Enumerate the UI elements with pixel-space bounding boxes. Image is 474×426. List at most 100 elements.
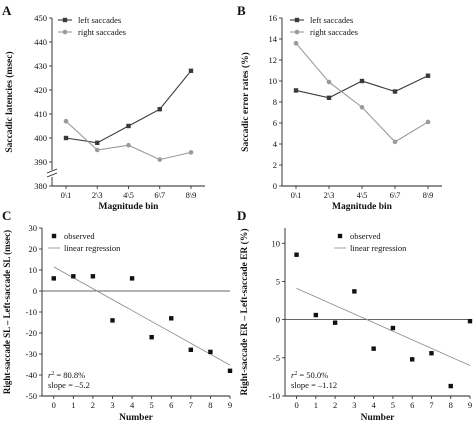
data-point <box>126 123 131 129</box>
panel-c: C Right-saccade SL – Left-saccade SL (ms… <box>2 208 233 423</box>
x-tick-label: 6\7 <box>390 190 401 200</box>
y-tick-label: 440 <box>34 37 47 47</box>
data-point <box>313 312 319 318</box>
x-tick-label: 5 <box>391 400 395 410</box>
x-tick-label: 1 <box>71 400 75 410</box>
y-axis-label: Saccadic latencies (msec) <box>4 51 15 152</box>
panel-letter: C <box>2 208 11 223</box>
y-tick-label: 390 <box>34 157 47 167</box>
x-tick-label: 1 <box>314 400 318 410</box>
data-point <box>149 335 154 340</box>
legend-marker <box>337 233 343 239</box>
panel-b: B Saccadic error rates (%) Magnitude bin… <box>237 3 442 212</box>
x-tick-label: 7 <box>429 400 433 410</box>
x-tick-label: 3 <box>352 400 356 410</box>
data-point <box>326 79 332 85</box>
panel-letter: D <box>237 208 246 223</box>
legend: left saccades right saccades <box>58 15 126 37</box>
regression-annotation: r2 = 50.0% slope = –1.12 <box>291 370 337 390</box>
data-point <box>110 318 115 323</box>
x-tick-label: 2\3 <box>324 190 335 200</box>
data-point <box>51 276 56 281</box>
x-tick-label: 8\9 <box>186 190 197 200</box>
r-squared-value: = 50.0% <box>299 370 328 380</box>
x-tick-label: 6\7 <box>154 190 165 200</box>
y-tick-label: 14 <box>269 34 278 44</box>
r-squared-text: r2 = 80.8% <box>48 370 85 380</box>
data-point <box>429 351 434 356</box>
y-tick-label: 5 <box>276 276 280 286</box>
r-squared-exponent: 2 <box>51 371 54 377</box>
x-tick-label: 0 <box>52 400 56 410</box>
r-symbol: r <box>291 370 295 380</box>
data-point <box>326 95 332 100</box>
y-tick-label: -50 <box>26 391 37 401</box>
legend-label-left-saccades: left saccades <box>310 15 353 25</box>
y-tick-label: 10 <box>269 76 278 86</box>
data-point <box>63 135 69 141</box>
axis-break-mark <box>46 172 58 178</box>
data-point <box>95 140 100 145</box>
series-line-right <box>295 42 429 143</box>
x-tick-label: 8 <box>449 400 453 410</box>
data-point <box>425 119 431 125</box>
y-tick-label: 450 <box>34 13 47 23</box>
x-tick-label: 4 <box>372 400 377 410</box>
r-squared-text: r2 = 50.0% <box>291 370 328 380</box>
data-point <box>392 89 398 94</box>
panel-a: A Saccadic latencies (msec) Magnitude bi… <box>2 3 205 212</box>
x-tick-label: 0 <box>294 400 298 410</box>
data-point <box>390 325 396 331</box>
y-axis-label: Right-saccade SL – Left-saccade SL (msec… <box>2 230 12 394</box>
panel-letter: A <box>2 3 12 18</box>
data-point <box>294 252 299 257</box>
data-point <box>94 147 100 153</box>
y-tick-label: 12 <box>269 55 278 65</box>
x-tick-label: 6 <box>410 400 414 410</box>
regression-line <box>53 266 231 366</box>
legend-marker <box>62 17 68 23</box>
data-point <box>129 276 135 281</box>
data-point <box>293 88 299 93</box>
data-point <box>169 316 174 321</box>
slope-text: slope = –1.12 <box>291 380 337 390</box>
y-tick-label: 4 <box>273 139 278 149</box>
x-tick-label: 8\9 <box>423 190 434 200</box>
x-tick-label: 9 <box>228 400 232 410</box>
panel-letter: B <box>237 3 246 18</box>
data-point <box>227 368 233 373</box>
x-tick-label: 5 <box>150 400 154 410</box>
y-tick-label: -10 <box>269 391 280 401</box>
x-tick-label: 4\5 <box>357 190 368 200</box>
y-tick-label: 430 <box>34 61 47 71</box>
panel-d: D Right-saccade ER – Left-saccade ER (%)… <box>237 208 473 423</box>
x-tick-label: 6 <box>169 400 173 410</box>
y-tick-label: 410 <box>34 109 47 119</box>
y-tick-label: -40 <box>26 370 37 380</box>
y-tick-label: 20 <box>29 244 38 254</box>
x-axis-label: Magnitude bin <box>99 202 160 212</box>
regression-line <box>296 287 471 366</box>
x-tick-label: 3 <box>110 400 114 410</box>
data-point <box>359 104 365 110</box>
legend: left saccades right saccades <box>290 15 358 37</box>
regression-annotation: r2 = 80.8% slope = –5.2 <box>48 370 90 390</box>
data-point <box>409 357 415 362</box>
data-point <box>293 40 299 46</box>
x-tick-label: 9 <box>468 400 472 410</box>
y-tick-label: 400 <box>34 133 47 143</box>
legend-label-left-saccades: left saccades <box>78 15 121 25</box>
legend-label-observed: observed <box>350 231 381 241</box>
x-tick-label: 8 <box>208 400 212 410</box>
x-axis-label: Number <box>361 413 396 423</box>
x-tick-label: 2 <box>333 400 337 410</box>
data-point <box>332 320 338 325</box>
x-axis-label: Magnitude bin <box>332 202 393 212</box>
axis-break-gap <box>47 170 57 177</box>
data-point <box>359 78 365 84</box>
x-tick-label: 4\5 <box>123 190 134 200</box>
y-tick-label: 10 <box>272 238 281 248</box>
legend-label-right-saccades: right saccades <box>310 27 358 37</box>
data-point <box>126 142 131 148</box>
legend-marker <box>294 17 300 23</box>
